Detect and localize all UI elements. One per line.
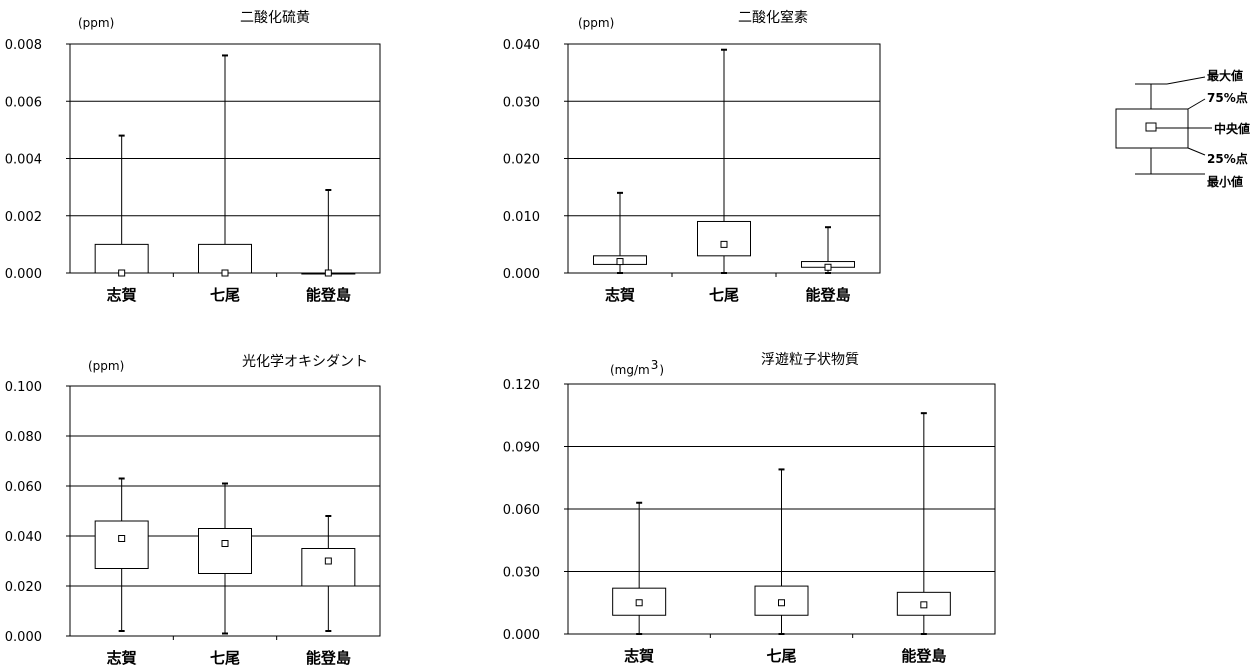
box-1: [593, 191, 647, 274]
y-tick-label: 0.080: [5, 430, 42, 445]
legend-label-median: 中央値: [1214, 121, 1250, 136]
x-category-label: 能登島: [805, 286, 850, 304]
y-tick-label: 0.000: [503, 267, 540, 282]
x-category-label: 能登島: [901, 647, 946, 665]
box-2: [198, 54, 252, 277]
y-tick-label: 0.006: [5, 95, 42, 110]
median-marker: [324, 269, 332, 277]
median-marker: [221, 269, 229, 277]
unit-label: (mg/m: [610, 363, 650, 377]
legend-label-75: 75%点: [1207, 90, 1248, 105]
plot-frame: [69, 385, 381, 637]
box-chart-2: 二酸化窒素 (ppm) 0.000 0.010 0.020 0.030 0.040 志賀 七尾 能…: [503, 9, 881, 304]
x-category-label: 志賀: [107, 649, 137, 666]
median-marker: [221, 540, 229, 547]
iqr-box: [198, 243, 252, 274]
chart-title: 光化学オキシダント: [242, 354, 368, 370]
iqr-box: [301, 548, 356, 587]
box-3: [301, 515, 356, 632]
iqr-box: [198, 528, 252, 574]
median-marker: [616, 258, 624, 266]
chart-title: 浮遊粒子状物質: [761, 352, 859, 368]
y-tick-label: 0.040: [5, 530, 42, 545]
box-1: [612, 501, 667, 635]
median-marker: [118, 535, 126, 542]
y-tick-label: 0.020: [503, 153, 540, 168]
x-category-label: 志賀: [624, 647, 654, 665]
iqr-box: [94, 520, 149, 569]
legend-label-min: 最小値: [1207, 174, 1243, 189]
box-chart-3: 光化学オキシダント (ppm) 0.000 0.020 0.040 0.060 0.080 0…: [5, 354, 381, 666]
y-tick-label: 0.008: [5, 38, 42, 53]
y-tick-label: 0.004: [5, 153, 42, 168]
unit-label: (ppm): [578, 16, 614, 30]
x-category-label: 能登島: [306, 286, 351, 304]
box-1: [94, 134, 149, 277]
median-marker: [118, 269, 126, 277]
box-chart-1: 二酸化硫黄 (ppm) 0.000 0.002 0.004 0.006 0.008 志賀 七尾 能…: [5, 9, 381, 304]
y-tick-label: 0.060: [503, 503, 540, 518]
legend-leader-75: [1187, 98, 1206, 110]
y-tick-label: 0.120: [503, 378, 540, 393]
iqr-box: [94, 243, 149, 274]
x-category-label: 七尾: [766, 647, 796, 665]
box-2: [198, 482, 252, 635]
y-tick-label: 0.090: [503, 441, 540, 456]
unit-close: ): [659, 363, 664, 377]
x-category-label: 志賀: [107, 286, 137, 304]
box-chart-4: 浮遊粒子状物質 (mg/m 3) 0.000 0.030 0.060 0.090 0.120 志…: [503, 352, 996, 665]
legend-leader-max: [1166, 76, 1206, 85]
median-marker: [720, 240, 728, 248]
median-marker: [824, 263, 832, 271]
unit-label: (ppm): [88, 359, 124, 373]
unit-label: (ppm): [78, 16, 114, 30]
chart-title: 二酸化窒素: [738, 9, 808, 26]
box-3: [301, 188, 356, 277]
legend-label-max: 最大値: [1207, 68, 1243, 83]
legend-leader-25: [1187, 147, 1206, 156]
y-tick-label: 0.000: [503, 628, 540, 643]
box-3: [896, 412, 951, 635]
x-category-label: 七尾: [709, 286, 739, 304]
legend-median-marker: [1145, 122, 1157, 132]
y-tick-label: 0.030: [503, 566, 540, 581]
unit-superscript: 3: [651, 358, 659, 372]
median-marker: [920, 601, 928, 609]
x-category-label: 七尾: [210, 286, 240, 304]
legend-label-25: 25%点: [1207, 151, 1248, 166]
box-2: [754, 468, 809, 635]
x-category-label: 能登島: [306, 649, 351, 666]
median-marker: [324, 557, 332, 565]
y-tick-label: 0.000: [5, 630, 42, 645]
median-marker: [778, 599, 785, 607]
x-category-label: 志賀: [605, 286, 635, 304]
chart-title: 二酸化硫黄: [240, 9, 310, 26]
y-tick-label: 0.002: [5, 210, 42, 225]
x-category-label: 七尾: [210, 649, 240, 666]
y-tick-label: 0.000: [5, 267, 42, 282]
y-tick-label: 0.030: [503, 95, 540, 110]
y-tick-label: 0.010: [503, 210, 540, 225]
box-3: [801, 226, 855, 274]
y-tick-label: 0.060: [5, 480, 42, 495]
y-tick-label: 0.100: [5, 380, 42, 395]
iqr-box: [697, 220, 751, 257]
box-2: [697, 48, 751, 274]
median-marker: [635, 599, 643, 607]
y-tick-label: 0.020: [5, 580, 42, 595]
y-tick-label: 0.040: [503, 38, 540, 53]
box-1: [94, 477, 149, 632]
